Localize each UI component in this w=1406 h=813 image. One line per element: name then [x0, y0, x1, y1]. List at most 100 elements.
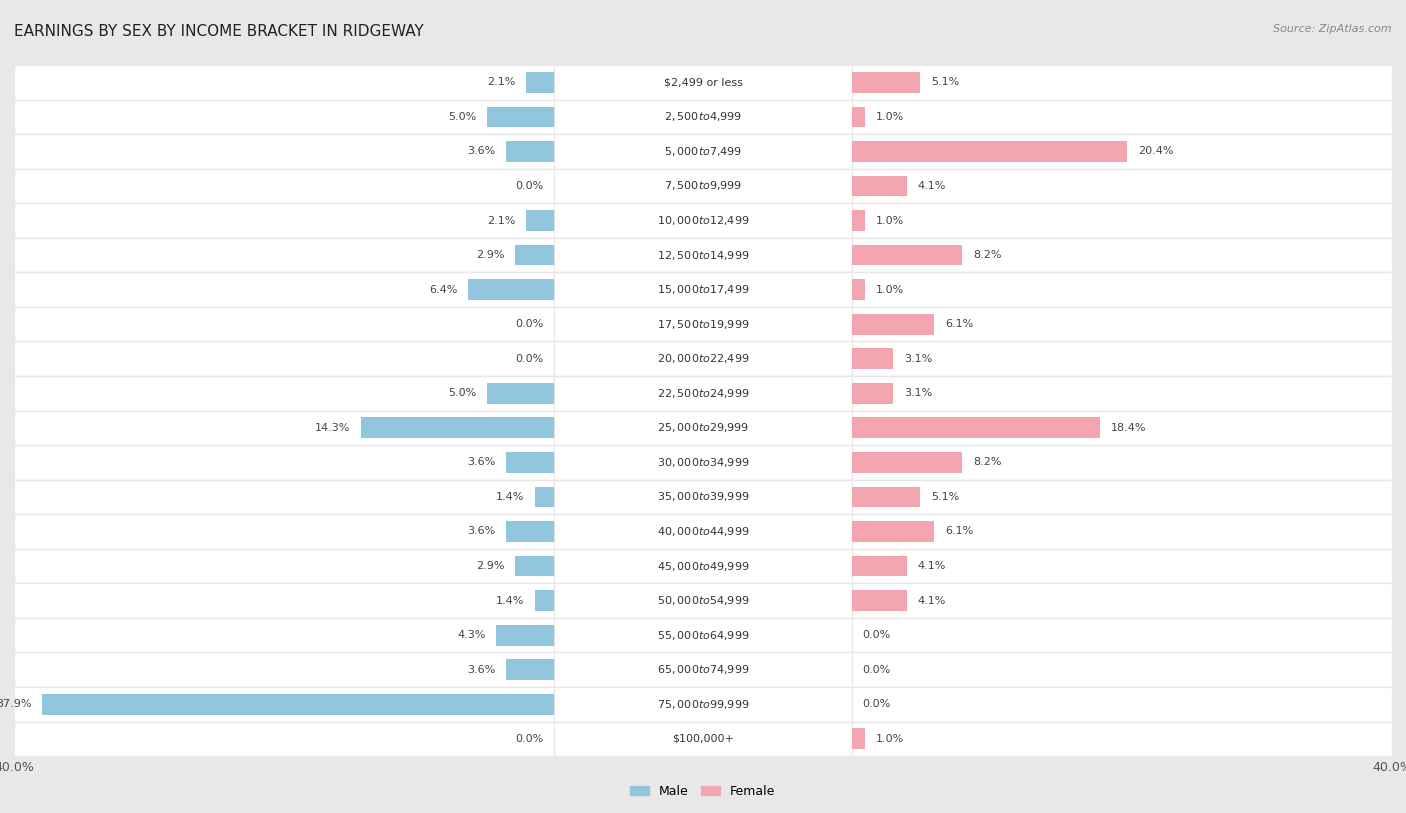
Bar	[852, 722, 1392, 756]
Bar	[14, 168, 554, 203]
Bar	[14, 376, 554, 411]
Text: $5,000 to $7,499: $5,000 to $7,499	[664, 145, 742, 158]
Bar	[554, 237, 852, 272]
Text: 20.4%: 20.4%	[1137, 146, 1174, 156]
Text: $15,000 to $17,499: $15,000 to $17,499	[657, 283, 749, 296]
Bar	[852, 376, 1392, 411]
Bar	[852, 618, 1392, 652]
Text: $17,500 to $19,999: $17,500 to $19,999	[657, 318, 749, 331]
Bar	[14, 583, 554, 618]
Text: 6.1%: 6.1%	[945, 320, 973, 329]
Text: 3.6%: 3.6%	[467, 458, 495, 467]
Bar	[554, 203, 852, 237]
Text: $50,000 to $54,999: $50,000 to $54,999	[657, 594, 749, 607]
Bar	[14, 687, 554, 722]
Text: 14.3%: 14.3%	[315, 423, 350, 433]
Bar	[554, 480, 852, 514]
Bar	[852, 107, 865, 127]
Bar	[852, 590, 907, 611]
Bar	[14, 722, 554, 756]
Bar	[14, 652, 554, 687]
Bar	[515, 555, 554, 576]
Text: 5.0%: 5.0%	[447, 112, 477, 122]
Text: $25,000 to $29,999: $25,000 to $29,999	[657, 421, 749, 434]
Bar	[14, 203, 554, 237]
Text: 2.9%: 2.9%	[475, 250, 505, 260]
Bar	[14, 341, 554, 376]
Bar	[852, 176, 907, 196]
Text: 4.1%: 4.1%	[918, 561, 946, 571]
Bar	[554, 687, 852, 722]
Bar	[14, 272, 554, 307]
Text: $40,000 to $44,999: $40,000 to $44,999	[657, 525, 749, 538]
Bar	[852, 480, 1392, 514]
Text: 0.0%: 0.0%	[862, 630, 890, 640]
Bar	[506, 521, 554, 541]
Bar	[554, 99, 852, 134]
Legend: Male, Female: Male, Female	[626, 780, 780, 802]
Bar	[554, 583, 852, 618]
Bar	[14, 411, 554, 445]
Text: 5.1%: 5.1%	[931, 492, 959, 502]
Bar	[852, 348, 893, 369]
Text: 4.3%: 4.3%	[457, 630, 485, 640]
Text: 4.1%: 4.1%	[918, 181, 946, 191]
Bar	[852, 141, 1128, 162]
Bar	[515, 245, 554, 265]
Bar	[14, 480, 554, 514]
Text: $2,500 to $4,999: $2,500 to $4,999	[664, 111, 742, 124]
Text: 18.4%: 18.4%	[1111, 423, 1146, 433]
Bar	[852, 583, 1392, 618]
Text: 1.0%: 1.0%	[876, 112, 904, 122]
Bar	[554, 549, 852, 583]
Bar	[536, 590, 554, 611]
Text: $100,000+: $100,000+	[672, 734, 734, 744]
Text: 1.0%: 1.0%	[876, 285, 904, 294]
Bar	[14, 237, 554, 272]
Bar	[852, 514, 1392, 549]
Text: $12,500 to $14,999: $12,500 to $14,999	[657, 249, 749, 262]
Bar	[852, 134, 1392, 168]
Text: 6.4%: 6.4%	[429, 285, 457, 294]
Text: 3.6%: 3.6%	[467, 665, 495, 675]
Bar	[852, 72, 921, 93]
Bar	[14, 307, 554, 341]
Bar	[852, 272, 1392, 307]
Bar	[852, 417, 1099, 438]
Bar	[554, 411, 852, 445]
Bar	[852, 555, 907, 576]
Bar	[554, 652, 852, 687]
Text: $22,500 to $24,999: $22,500 to $24,999	[657, 387, 749, 400]
Bar	[14, 445, 554, 480]
Bar	[14, 549, 554, 583]
Text: $2,499 or less: $2,499 or less	[664, 77, 742, 87]
Text: 5.0%: 5.0%	[447, 389, 477, 398]
Bar	[554, 272, 852, 307]
Bar	[506, 141, 554, 162]
Bar	[852, 445, 1392, 480]
Bar	[554, 65, 852, 99]
Bar	[486, 383, 554, 403]
Bar	[14, 134, 554, 168]
Text: 1.4%: 1.4%	[496, 492, 524, 502]
Text: $10,000 to $12,499: $10,000 to $12,499	[657, 214, 749, 227]
Bar	[496, 624, 554, 646]
Bar	[852, 411, 1392, 445]
Text: $7,500 to $9,999: $7,500 to $9,999	[664, 180, 742, 193]
Text: 0.0%: 0.0%	[862, 699, 890, 709]
Text: $30,000 to $34,999: $30,000 to $34,999	[657, 456, 749, 469]
Bar	[852, 341, 1392, 376]
Bar	[536, 486, 554, 507]
Text: $35,000 to $39,999: $35,000 to $39,999	[657, 490, 749, 503]
Text: 0.0%: 0.0%	[516, 181, 544, 191]
Text: $65,000 to $74,999: $65,000 to $74,999	[657, 663, 749, 676]
Bar	[852, 210, 865, 231]
Bar	[554, 514, 852, 549]
Bar	[14, 65, 554, 99]
Bar	[526, 210, 554, 231]
Text: EARNINGS BY SEX BY INCOME BRACKET IN RIDGEWAY: EARNINGS BY SEX BY INCOME BRACKET IN RID…	[14, 24, 423, 39]
Text: 6.1%: 6.1%	[945, 527, 973, 537]
Bar	[14, 514, 554, 549]
Bar	[526, 72, 554, 93]
Text: 3.1%: 3.1%	[904, 389, 932, 398]
